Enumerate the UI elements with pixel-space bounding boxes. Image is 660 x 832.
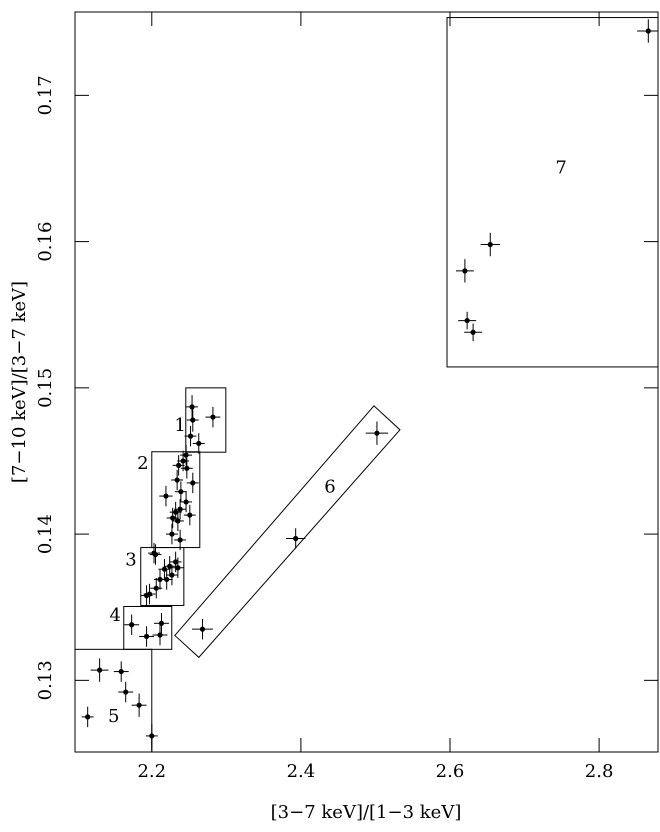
- point: [176, 462, 182, 468]
- x-axis-label: [3−7 keV]/[1−3 keV]: [271, 802, 462, 823]
- region-label: 1: [174, 415, 185, 436]
- point: [177, 506, 183, 512]
- region-label: 2: [137, 453, 148, 474]
- point: [143, 592, 150, 599]
- region-box: [123, 605, 173, 650]
- x-tick-label: 2.6: [436, 761, 465, 782]
- point: [210, 414, 216, 420]
- point: [163, 493, 169, 499]
- point: [169, 572, 175, 578]
- point: [293, 535, 299, 542]
- point: [85, 714, 91, 720]
- y-axis-label: [7−10 keV]/[3−7 keV]: [9, 281, 30, 483]
- point: [180, 458, 186, 464]
- point: [190, 480, 196, 486]
- y-tick-label: 0.14: [35, 514, 56, 554]
- point: [143, 633, 150, 640]
- point: [645, 28, 651, 34]
- x-tick-label: 2.4: [287, 761, 316, 782]
- point: [175, 565, 181, 571]
- plot-frame: [74, 11, 659, 753]
- point: [136, 702, 142, 708]
- region-box: [174, 405, 401, 659]
- point: [184, 465, 190, 471]
- region-label: 4: [110, 605, 121, 626]
- y-tick-label: 0.17: [35, 75, 56, 115]
- point: [470, 329, 476, 335]
- point: [464, 317, 470, 324]
- point: [161, 566, 168, 572]
- point: [167, 563, 173, 569]
- point: [183, 452, 189, 458]
- y-tick-label: 0.13: [35, 660, 56, 700]
- point: [157, 576, 163, 583]
- region-label: 6: [324, 476, 335, 497]
- region-label: 7: [555, 157, 566, 178]
- region-box: [75, 648, 153, 752]
- point: [190, 417, 196, 423]
- plot-area: [75, 17, 658, 752]
- region-box: [446, 17, 658, 368]
- region-box: [140, 547, 185, 606]
- point: [170, 515, 176, 521]
- point: [183, 499, 189, 505]
- point: [187, 433, 194, 439]
- point: [149, 733, 155, 739]
- point: [123, 689, 129, 695]
- point: [173, 509, 179, 515]
- point: [175, 518, 181, 524]
- y-tick-label: 0.15: [35, 368, 56, 408]
- point: [158, 620, 165, 626]
- point: [97, 667, 103, 673]
- region-label: 5: [108, 706, 119, 727]
- point: [462, 268, 468, 274]
- point: [187, 512, 193, 518]
- region-box: [185, 387, 227, 453]
- point: [153, 585, 159, 591]
- point: [152, 551, 159, 558]
- point: [196, 440, 202, 447]
- region-box: [151, 451, 201, 549]
- point: [487, 241, 493, 248]
- point: [174, 477, 180, 483]
- point: [189, 404, 195, 410]
- y-tick-label: 0.16: [35, 222, 56, 262]
- point: [374, 430, 380, 436]
- point: [178, 489, 184, 495]
- region-label: 3: [125, 549, 136, 570]
- point: [164, 576, 170, 583]
- point: [129, 622, 135, 628]
- x-tick-label: 2.8: [585, 761, 614, 782]
- x-tick-label: 2.2: [137, 761, 166, 782]
- point: [173, 559, 179, 565]
- point: [118, 668, 124, 675]
- point: [199, 626, 206, 632]
- point: [177, 537, 183, 543]
- point: [169, 531, 175, 537]
- point: [157, 632, 163, 638]
